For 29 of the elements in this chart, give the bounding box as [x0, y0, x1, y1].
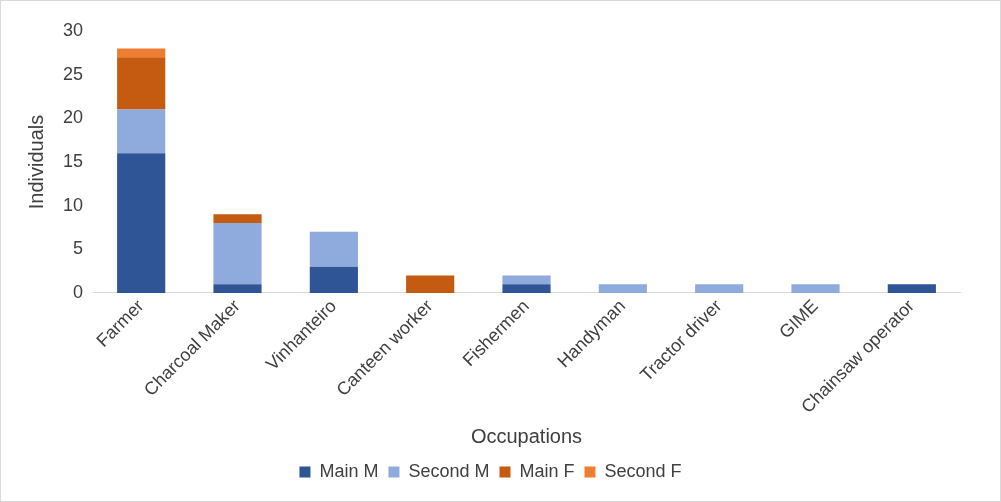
bar — [695, 284, 744, 293]
bar — [502, 275, 551, 285]
bar — [117, 109, 166, 154]
x-axis-title: Occupations — [470, 424, 583, 447]
bar — [309, 231, 358, 267]
bar — [309, 266, 358, 293]
y-tick-label: 25 — [62, 63, 84, 84]
bar — [887, 284, 936, 293]
y-axis-title: Individuals — [24, 114, 47, 210]
y-tick-label: 0 — [73, 281, 84, 302]
bar — [117, 48, 166, 58]
legend-label: Main F — [519, 460, 575, 481]
bar — [502, 284, 551, 293]
bar — [213, 214, 262, 224]
bar — [406, 275, 455, 293]
y-tick-label: 5 — [73, 238, 84, 259]
bar — [213, 223, 262, 285]
bar — [791, 284, 840, 293]
bar — [117, 57, 166, 110]
legend-label: Second F — [604, 460, 682, 481]
bar — [117, 153, 166, 293]
y-tick-label: 10 — [62, 194, 84, 215]
y-tick-label: 30 — [62, 19, 84, 40]
legend-label: Second M — [408, 460, 490, 481]
y-tick-label: 15 — [62, 150, 84, 171]
legend-label: Main M — [319, 460, 379, 481]
y-tick-label: 20 — [62, 107, 84, 128]
bar — [213, 284, 262, 293]
bar — [598, 284, 647, 293]
